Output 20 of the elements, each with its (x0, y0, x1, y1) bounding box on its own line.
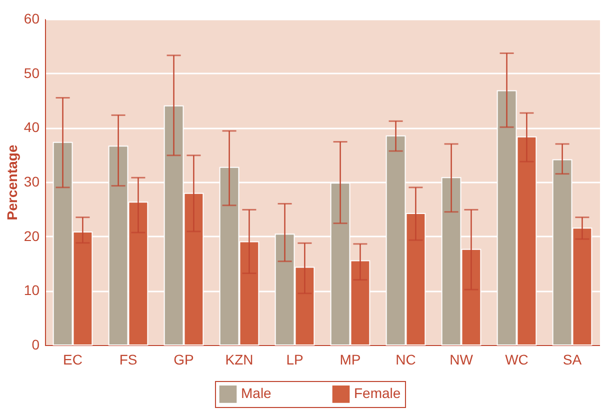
y-tick-label: 50 (24, 64, 40, 81)
legend-label: Female (354, 385, 401, 402)
x-tick-label: WC (505, 352, 528, 368)
legend-label: Male (241, 385, 272, 402)
y-tick-label: 0 (32, 336, 40, 352)
x-tick-label: MP (340, 352, 361, 368)
x-tick-label: NC (396, 352, 416, 368)
x-tick-label: FS (119, 352, 138, 368)
y-axis-title: Percentage (4, 144, 20, 220)
x-tick-label: SA (562, 352, 582, 368)
y-tick-label: 20 (24, 228, 40, 244)
y-tick-label: 30 (24, 174, 40, 190)
y-tick-label: 60 (24, 10, 40, 26)
x-tick-label: KZN (225, 352, 254, 368)
y-tick-label: 10 (24, 282, 40, 298)
x-tick-label: EC (63, 352, 82, 368)
x-tick-label: LP (286, 352, 304, 368)
x-tick-label: GP (174, 352, 194, 368)
y-tick-label: 40 (24, 119, 40, 136)
x-tick-label: NW (450, 352, 474, 368)
